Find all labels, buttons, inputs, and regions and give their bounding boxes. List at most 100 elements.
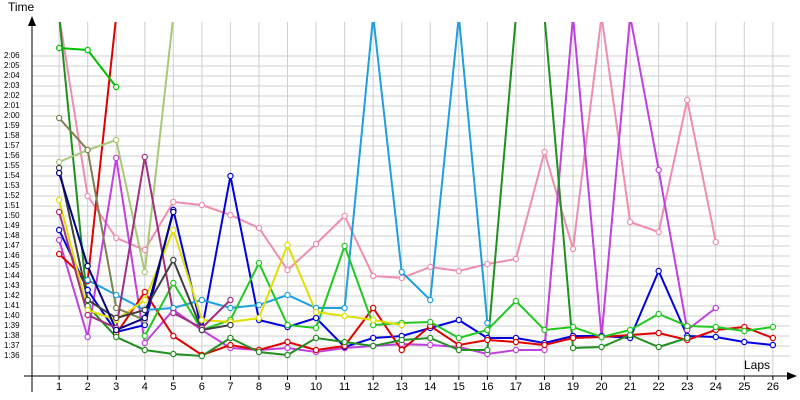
data-point bbox=[570, 13, 575, 18]
data-point bbox=[141, 153, 148, 161]
data-point bbox=[598, 343, 605, 351]
data-point bbox=[55, 236, 63, 244]
y-tick-label: 1:51 bbox=[4, 201, 20, 210]
data-point bbox=[541, 326, 548, 334]
y-tick-label: 1:45 bbox=[4, 261, 20, 270]
y-tick-label: 2:01 bbox=[4, 101, 20, 110]
data-point bbox=[284, 344, 291, 352]
data-point bbox=[655, 329, 662, 337]
data-point bbox=[141, 268, 148, 276]
x-tick-label: 23 bbox=[681, 381, 693, 393]
data-point bbox=[198, 201, 206, 209]
data-point bbox=[712, 238, 719, 246]
data-point bbox=[455, 346, 463, 354]
y-tick-label: 1:46 bbox=[4, 251, 20, 260]
data-point bbox=[113, 291, 120, 299]
series-line bbox=[58, 22, 717, 356]
data-point bbox=[84, 286, 91, 294]
x-tick-label: 4 bbox=[142, 381, 148, 393]
data-point bbox=[84, 46, 91, 54]
y-tick-label: 1:57 bbox=[4, 141, 20, 150]
data-point bbox=[113, 154, 120, 162]
y-tick-label: 2:04 bbox=[4, 71, 20, 80]
y-tick-label: 1:58 bbox=[4, 131, 20, 140]
data-point bbox=[198, 326, 206, 334]
data-point bbox=[312, 346, 320, 354]
y-tick-label: 1:43 bbox=[4, 281, 20, 290]
y-tick-label: 1:55 bbox=[4, 161, 20, 170]
data-point bbox=[113, 333, 120, 341]
data-point bbox=[55, 114, 63, 122]
data-point bbox=[398, 336, 405, 344]
y-tick-label: 2:02 bbox=[4, 91, 20, 100]
data-point bbox=[541, 341, 548, 349]
plot-area bbox=[55, 13, 777, 360]
y-tick-label: 1:56 bbox=[4, 151, 20, 160]
x-tick-label: 13 bbox=[396, 381, 408, 393]
y-tick-label: 1:44 bbox=[4, 271, 20, 280]
data-point bbox=[569, 245, 577, 253]
series-line bbox=[58, 175, 773, 349]
series-line bbox=[115, 290, 774, 357]
y-tick-label: 1:37 bbox=[4, 341, 20, 350]
x-tick-label: 12 bbox=[367, 381, 379, 393]
data-point bbox=[369, 342, 377, 350]
x-tick-label: 18 bbox=[538, 381, 550, 393]
data-point bbox=[284, 338, 291, 346]
y-axis-label: Time bbox=[8, 0, 35, 14]
data-point bbox=[369, 316, 377, 324]
data-point bbox=[57, 13, 62, 18]
y-tick-label: 2:06 bbox=[4, 51, 20, 60]
data-point bbox=[398, 268, 405, 276]
data-point bbox=[84, 262, 91, 270]
data-point bbox=[628, 13, 633, 18]
data-point bbox=[341, 242, 348, 250]
data-point bbox=[712, 333, 719, 341]
x-tick-label: 11 bbox=[339, 381, 350, 393]
data-point bbox=[369, 304, 377, 312]
data-point bbox=[769, 323, 777, 331]
x-axis-arrow bbox=[787, 372, 797, 380]
x-tick-label: 22 bbox=[653, 381, 665, 393]
x-tick-label: 20 bbox=[595, 381, 607, 393]
data-point bbox=[227, 334, 234, 342]
data-point bbox=[55, 250, 63, 258]
data-point bbox=[569, 323, 577, 331]
data-point bbox=[541, 148, 548, 156]
data-point bbox=[84, 333, 91, 341]
y-tick-label: 1:54 bbox=[4, 171, 20, 180]
data-point bbox=[427, 263, 434, 271]
data-point bbox=[141, 314, 148, 322]
data-point bbox=[484, 346, 491, 354]
x-tick-label: 21 bbox=[624, 381, 636, 393]
data-point bbox=[512, 297, 520, 305]
data-point bbox=[598, 333, 605, 341]
data-point bbox=[170, 350, 177, 358]
y-tick-label: 1:49 bbox=[4, 221, 20, 230]
data-point bbox=[57, 13, 62, 18]
x-tick-label: 24 bbox=[710, 381, 722, 393]
data-point bbox=[170, 226, 177, 234]
data-point bbox=[371, 13, 376, 18]
y-tick-label: 1:41 bbox=[4, 301, 20, 310]
data-point bbox=[84, 296, 91, 304]
data-point bbox=[227, 321, 234, 329]
data-point bbox=[170, 279, 177, 287]
data-point bbox=[198, 316, 206, 324]
data-point bbox=[141, 296, 148, 304]
data-point bbox=[712, 304, 719, 312]
data-point bbox=[284, 266, 291, 274]
x-tick-label: 25 bbox=[738, 381, 750, 393]
data-point bbox=[369, 334, 377, 342]
data-point bbox=[655, 310, 662, 318]
data-point bbox=[170, 309, 177, 317]
data-point bbox=[170, 256, 177, 264]
data-point bbox=[513, 13, 518, 18]
data-point bbox=[655, 343, 662, 351]
data-point bbox=[113, 326, 120, 334]
data-point bbox=[398, 346, 405, 354]
data-point bbox=[170, 198, 177, 206]
data-point bbox=[427, 318, 434, 326]
x-tick-label: 3 bbox=[113, 381, 119, 393]
